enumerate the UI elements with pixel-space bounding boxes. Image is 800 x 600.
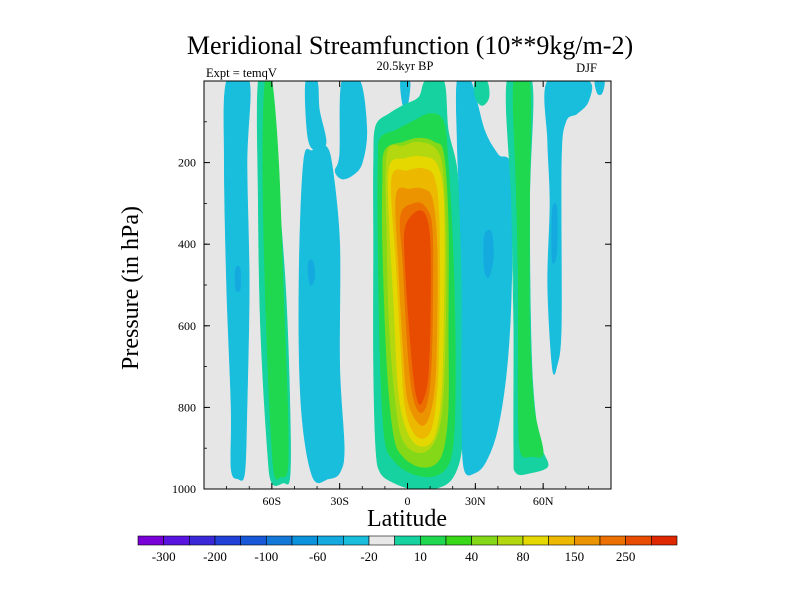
x-tick-label: 60N — [533, 494, 554, 508]
colorbar-swatch — [343, 535, 370, 546]
y-tick-label: 1000 — [172, 482, 196, 496]
y-axis-label: Pressure (in hPa) — [118, 206, 144, 370]
plot-area: 60S 30S 0 30N 60N 200 400 600 800 1000 — [172, 80, 612, 508]
x-tick-label: 0 — [405, 494, 411, 508]
contour-cell-sh-mid-neg-core — [307, 259, 316, 286]
colorbar-label: 150 — [565, 549, 585, 564]
subtitle-center: 20.5kyr BP — [377, 59, 434, 73]
colorbar-swatch — [471, 535, 498, 546]
contour-cell-hadley-300 — [403, 210, 431, 405]
colorbar-swatch — [574, 535, 601, 546]
contour-cell-nh-mid-neg-core — [483, 229, 494, 278]
colorbar-swatch — [368, 535, 395, 546]
axis-ticks: 60S 30S 0 30N 60N 200 400 600 800 1000 — [172, 81, 612, 508]
colorbar-label: -20 — [360, 549, 377, 564]
colorbar-label: -100 — [254, 549, 278, 564]
subtitle-right: DJF — [576, 61, 597, 75]
contour-cell-sh-top-neg — [334, 81, 368, 180]
colorbar-swatch — [394, 535, 421, 546]
x-tick-label: 30S — [330, 494, 349, 508]
colorbar-swatch — [625, 535, 652, 546]
contour-cell-nh-polar-neg — [544, 81, 593, 375]
contour-cell-nh-ferrel-pos-core — [512, 81, 544, 458]
contour-cell-sh-mid-neg — [298, 144, 345, 484]
colorbar-swatch — [137, 535, 164, 546]
colorbar-label: -300 — [152, 549, 176, 564]
y-tick-label: 200 — [178, 156, 196, 170]
colorbar-swatch — [548, 535, 575, 546]
colorbar-swatch — [651, 535, 678, 546]
colorbar-label: -60 — [309, 549, 326, 564]
contour-cell-nh-polar-neg-core — [551, 203, 558, 264]
x-axis-label: Latitude — [367, 506, 447, 532]
contour-cell-nh-mid-neg — [455, 81, 514, 476]
colorbar-swatch — [522, 535, 549, 546]
contour-cell-sh-mid-upper — [304, 81, 327, 151]
colorbar-swatch — [214, 535, 241, 546]
colorbar: -300 -200 -100 -60 -20 10 40 80 150 250 — [137, 535, 678, 564]
contour-layer — [223, 81, 605, 489]
contour-cell-polar-tiny-neg — [594, 81, 605, 96]
colorbar-swatch — [420, 535, 447, 546]
contour-cell-sh-ferrel-pos-core — [262, 81, 289, 480]
colorbar-swatch — [189, 535, 216, 546]
y-tick-label: 800 — [178, 400, 196, 414]
colorbar-swatch — [599, 535, 626, 546]
chart-title: Meridional Streamfunction (10**9kg/m-2) — [187, 31, 633, 60]
colorbar-swatch — [240, 535, 267, 546]
colorbar-label: 80 — [517, 549, 530, 564]
subtitle-left: Expt = temqV — [206, 66, 277, 80]
colorbar-label: 40 — [465, 549, 478, 564]
colorbar-swatch — [163, 535, 190, 546]
y-tick-label: 400 — [178, 237, 196, 251]
x-tick-label: 60S — [262, 494, 281, 508]
colorbar-label: 10 — [414, 549, 427, 564]
colorbar-label: 250 — [616, 549, 636, 564]
x-tick-label: 30N — [465, 494, 486, 508]
contour-cell-upper-mid-pos — [473, 81, 490, 106]
colorbar-swatch — [317, 535, 344, 546]
colorbar-swatch — [497, 535, 524, 546]
contour-cell-sh-outer-neg-core — [234, 265, 242, 292]
colorbar-swatch — [445, 535, 472, 546]
colorbar-swatch — [266, 535, 293, 546]
y-tick-label: 600 — [178, 319, 196, 333]
colorbar-swatch — [291, 535, 318, 546]
colorbar-label: -200 — [203, 549, 227, 564]
